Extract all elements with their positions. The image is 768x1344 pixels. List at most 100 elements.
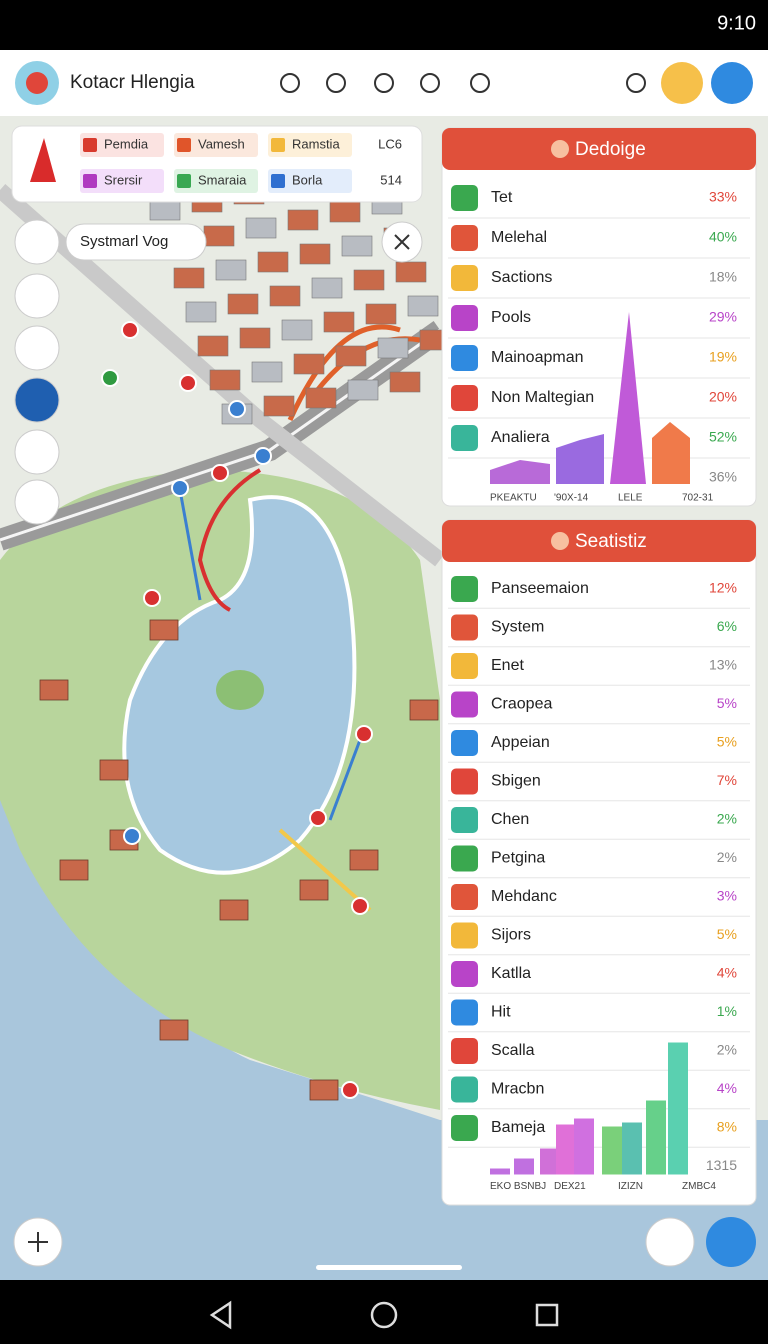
- map-control[interactable]: [14, 219, 60, 265]
- map-pin[interactable]: [101, 369, 119, 387]
- row-icon: [451, 345, 478, 371]
- building: [335, 345, 367, 367]
- mini-bar: [540, 1148, 560, 1175]
- row-value: 5%: [717, 926, 737, 942]
- search-chip[interactable]: [65, 223, 207, 261]
- row-value: 5%: [717, 695, 737, 711]
- row-label: Analiera: [491, 429, 550, 446]
- house: [39, 679, 69, 701]
- legend-chip: [174, 169, 258, 193]
- mini-bar: [602, 1126, 622, 1175]
- row-icon: [451, 385, 478, 411]
- map-control[interactable]: [14, 273, 60, 319]
- sparkline-spike: [610, 312, 646, 484]
- map-pin[interactable]: [309, 809, 327, 827]
- row-icon: [451, 185, 478, 211]
- map-pin[interactable]: [179, 374, 197, 392]
- map-pin[interactable]: [121, 321, 139, 339]
- nav-recents[interactable]: [535, 1303, 559, 1327]
- row-icon: [451, 768, 478, 795]
- sparkline-area: [652, 422, 690, 484]
- house: [409, 699, 439, 721]
- panel-header-icon: [551, 140, 569, 158]
- row-label: Petgina: [491, 850, 545, 867]
- row-icon: [451, 730, 478, 756]
- row-icon: [451, 1038, 478, 1064]
- map-pin[interactable]: [211, 464, 229, 482]
- profile-button[interactable]: [661, 62, 703, 104]
- map-pin[interactable]: [341, 1081, 359, 1099]
- map-pin[interactable]: [143, 589, 161, 607]
- header-icon[interactable]: [470, 73, 490, 93]
- row-icon: [451, 614, 478, 641]
- row-label: Sbigen: [491, 773, 541, 790]
- house: [219, 899, 249, 921]
- legend-cone: [30, 138, 56, 182]
- row-value: 33%: [709, 189, 737, 205]
- row-label: Scalla: [491, 1042, 535, 1059]
- building: [353, 269, 385, 291]
- settings-button[interactable]: [711, 62, 753, 104]
- nav-home[interactable]: [370, 1301, 398, 1329]
- legend-swatch: [271, 174, 285, 188]
- map-control[interactable]: [14, 429, 60, 475]
- legend-chip: [80, 133, 164, 157]
- nav-back[interactable]: [209, 1300, 232, 1330]
- app-title: Kotacr Hlengia: [70, 72, 195, 93]
- row-label: Enet: [491, 657, 524, 674]
- panel-title: Seatistiz: [575, 531, 647, 552]
- route-yellow: [278, 828, 372, 912]
- chart-label: DEX21: [554, 1181, 586, 1192]
- row-value: 6%: [717, 618, 737, 634]
- house: [159, 1019, 189, 1041]
- user-button[interactable]: [706, 1217, 756, 1267]
- map-pin[interactable]: [351, 897, 369, 915]
- map-pin[interactable]: [171, 479, 189, 497]
- header-icon[interactable]: [626, 73, 646, 93]
- row-icon: [451, 225, 478, 251]
- legend-swatch: [83, 174, 97, 188]
- chart-label: PKEAKTU: [490, 493, 537, 504]
- house: [149, 619, 179, 641]
- row-label: Non Maltegian: [491, 389, 594, 406]
- mini-bar: [490, 1168, 510, 1175]
- map-pin[interactable]: [355, 725, 373, 743]
- legend-label: Smaraia: [198, 172, 247, 187]
- mini-bar: [622, 1122, 642, 1175]
- house: [299, 879, 329, 901]
- map-pin[interactable]: [254, 447, 272, 465]
- house: [309, 1079, 339, 1101]
- map-control[interactable]: [14, 377, 60, 423]
- row-label: Katlla: [491, 965, 531, 982]
- building: [395, 261, 427, 283]
- header-icon[interactable]: [326, 73, 346, 93]
- row-icon: [451, 1076, 478, 1103]
- row-value: 4%: [717, 965, 737, 981]
- row-value: 19%: [709, 349, 737, 365]
- building: [377, 337, 409, 359]
- search-button[interactable]: [645, 1217, 695, 1267]
- panel-header-icon: [551, 532, 569, 550]
- row-value: 2%: [717, 849, 737, 865]
- map-pin[interactable]: [228, 400, 246, 418]
- legend-label: Borla: [292, 172, 323, 187]
- building: [305, 387, 337, 409]
- legend-swatch: [177, 138, 191, 152]
- map-control[interactable]: [14, 325, 60, 371]
- header-icon[interactable]: [374, 73, 394, 93]
- row-icon: [451, 653, 478, 679]
- header-icon[interactable]: [420, 73, 440, 93]
- building: [203, 225, 235, 247]
- chart-label: ZMBC4: [682, 1181, 716, 1192]
- building: [341, 235, 373, 257]
- chart-label: '90X-14: [554, 493, 589, 504]
- house: [99, 759, 129, 781]
- map-control[interactable]: [14, 479, 60, 525]
- building: [215, 259, 247, 281]
- header-icon[interactable]: [280, 73, 300, 93]
- map-pin[interactable]: [123, 827, 141, 845]
- row-icon: [451, 884, 478, 910]
